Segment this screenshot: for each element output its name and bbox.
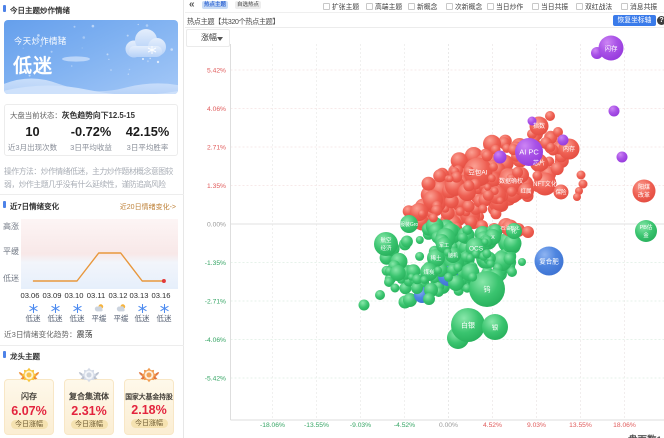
svg-text:芯片: 芯片 [533, 159, 545, 167]
svg-text:-4.52%: -4.52% [394, 422, 415, 429]
svg-text:18.06%: 18.06% [613, 422, 636, 429]
svg-text:闪存: 闪存 [605, 43, 619, 52]
svg-text:豆包AI: 豆包AI [468, 167, 487, 176]
svg-text:红属: 红属 [520, 187, 531, 195]
svg-text:阳煤: 阳煤 [638, 183, 650, 191]
svg-text:-2.71%: -2.71% [205, 298, 226, 305]
svg-text:PB估: PB估 [640, 223, 653, 231]
svg-text:石油石化: 石油石化 [500, 225, 519, 232]
svg-text:脑机: 脑机 [448, 252, 458, 259]
svg-text:稀土: 稀土 [430, 254, 442, 262]
svg-text:4.52%: 4.52% [483, 422, 502, 429]
svg-text:低迷: 低迷 [3, 273, 19, 283]
svg-text:数据确权: 数据确权 [499, 177, 523, 185]
svg-text:-13.55%: -13.55% [304, 422, 329, 429]
svg-text:1.35%: 1.35% [207, 183, 226, 190]
svg-text:军工: 军工 [439, 243, 449, 249]
svg-text:煤炭: 煤炭 [423, 268, 435, 276]
svg-text:复合肥: 复合肥 [539, 256, 559, 265]
svg-text:5.42%: 5.42% [207, 67, 226, 74]
svg-text:-18.06%: -18.06% [260, 422, 285, 429]
svg-text:0.00%: 0.00% [207, 221, 226, 228]
svg-text:NFT文化: NFT文化 [533, 180, 557, 188]
svg-text:指数: 指数 [533, 122, 545, 130]
svg-text:高涨: 高涨 [3, 221, 19, 231]
svg-text:航空: 航空 [380, 236, 392, 244]
svg-text:服装Gro: 服装Gro [400, 221, 419, 228]
svg-text:白银: 白银 [461, 320, 475, 329]
svg-text:平缓: 平缓 [3, 246, 19, 256]
svg-text:化: 化 [511, 227, 517, 235]
svg-text:改革: 改革 [638, 191, 650, 199]
svg-text:-5.42%: -5.42% [205, 375, 226, 382]
svg-text:OCS: OCS [469, 245, 484, 252]
svg-text:内存: 内存 [563, 145, 575, 153]
svg-text:钨: 钨 [484, 284, 491, 293]
svg-text:-1.35%: -1.35% [205, 260, 226, 267]
svg-text:-9.03%: -9.03% [350, 422, 371, 429]
svg-text:4.06%: 4.06% [207, 106, 226, 113]
svg-text:AI PC: AI PC [519, 148, 539, 157]
svg-text:13.55%: 13.55% [569, 422, 592, 429]
svg-text:银: 银 [492, 322, 499, 331]
svg-text:9.03%: 9.03% [527, 422, 546, 429]
svg-text:2.71%: 2.71% [207, 144, 226, 151]
svg-text:经济: 经济 [380, 244, 392, 252]
svg-text:0.00%: 0.00% [439, 422, 458, 429]
svg-text:金: 金 [643, 231, 649, 239]
svg-text:保险: 保险 [555, 188, 567, 196]
svg-text:-4.06%: -4.06% [205, 337, 226, 344]
svg-text:X: X [491, 235, 495, 241]
